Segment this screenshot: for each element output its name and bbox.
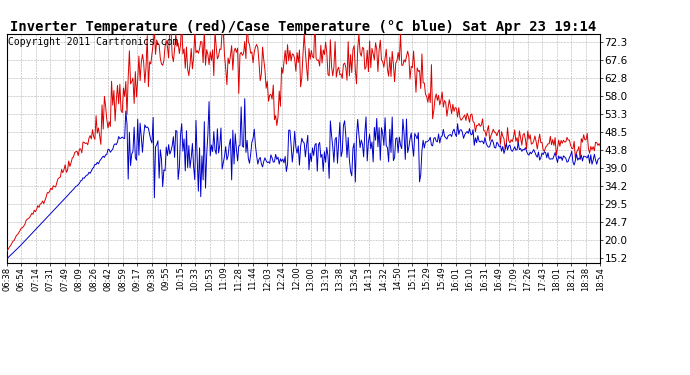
Text: Copyright 2011 Cartronics.com: Copyright 2011 Cartronics.com (8, 37, 179, 47)
Title: Inverter Temperature (red)/Case Temperature (°C blue) Sat Apr 23 19:14: Inverter Temperature (red)/Case Temperat… (10, 20, 597, 34)
